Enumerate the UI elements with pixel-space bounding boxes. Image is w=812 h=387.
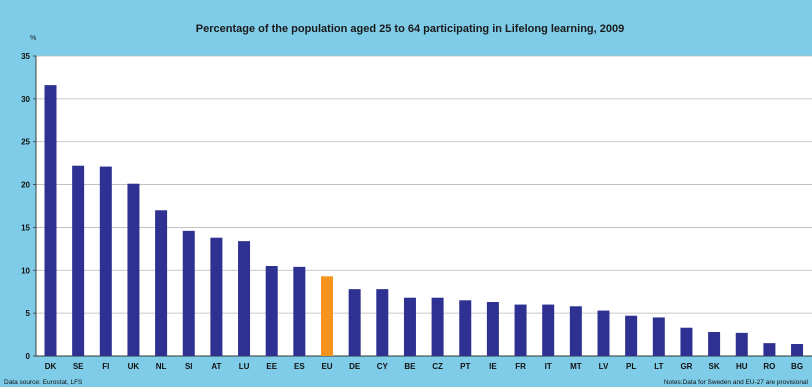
bar-at bbox=[210, 237, 223, 356]
bars bbox=[44, 85, 804, 356]
chart-title: Percentage of the population aged 25 to … bbox=[196, 23, 624, 35]
x-tick-label-ee: EE bbox=[266, 362, 277, 371]
x-tick-label-lt: LT bbox=[654, 362, 663, 371]
x-tick-label-lu: LU bbox=[239, 362, 250, 371]
x-tick-label-sk: SK bbox=[709, 362, 720, 371]
y-tick-label: 35 bbox=[21, 52, 30, 61]
x-tick-label-es: ES bbox=[294, 362, 305, 371]
bar-pl bbox=[625, 315, 638, 356]
x-tick-label-lv: LV bbox=[599, 362, 609, 371]
y-axis-unit-label: % bbox=[30, 35, 36, 42]
x-tick-label-it: IT bbox=[545, 362, 552, 371]
y-tick-label: 30 bbox=[21, 95, 30, 104]
x-tick-label-fr: FR bbox=[515, 362, 526, 371]
x-tick-label-bg: BG bbox=[791, 362, 803, 371]
x-tick-label-dk: DK bbox=[45, 362, 57, 371]
y-tick-label: 20 bbox=[21, 181, 30, 190]
x-tick-labels: DK SE FI UK NL SI AT LU EE ES EU DE CY BE CZ PT IE FR IT MT… bbox=[45, 362, 803, 371]
bar-ie bbox=[486, 302, 499, 356]
bar-highlight-eu bbox=[321, 276, 333, 356]
bar-uk bbox=[127, 183, 140, 356]
bar-cz bbox=[431, 297, 444, 356]
x-tick-label-gr: GR bbox=[680, 362, 692, 371]
y-tick-labels: 0 5 10 15 20 25 30 35 bbox=[21, 52, 30, 361]
x-tick-label-hu: HU bbox=[736, 362, 748, 371]
bar-pt bbox=[459, 300, 472, 356]
x-tick-label-be: BE bbox=[404, 362, 416, 371]
bar-mt bbox=[569, 306, 582, 356]
x-tick-label-at: AT bbox=[211, 362, 221, 371]
bar-ee bbox=[265, 266, 278, 356]
bar-gr bbox=[680, 327, 693, 356]
bar-it bbox=[542, 304, 555, 356]
bar-lt bbox=[652, 317, 665, 356]
y-tick-label: 15 bbox=[21, 223, 30, 232]
bar-nl bbox=[155, 210, 168, 356]
bar-lv bbox=[597, 310, 610, 356]
provisional-data-note: Notes:Data for Sweden and EU-27 are prov… bbox=[664, 379, 809, 386]
x-tick-label-pt: PT bbox=[460, 362, 470, 371]
bar-es bbox=[293, 266, 306, 356]
y-tick-label: 5 bbox=[26, 309, 31, 318]
y-tick-label: 25 bbox=[21, 138, 30, 147]
x-tick-label-nl: NL bbox=[156, 362, 167, 371]
bar-fi bbox=[99, 166, 112, 356]
plot-area bbox=[36, 56, 812, 356]
x-tick-label-pl: PL bbox=[626, 362, 636, 371]
x-tick-label-cy: CY bbox=[377, 362, 389, 371]
data-source-note: Data source: Eurostat, LFS bbox=[4, 379, 83, 386]
x-tick-label-ro: RO bbox=[763, 362, 775, 371]
x-tick-label-uk: UK bbox=[128, 362, 140, 371]
y-tick-label: 10 bbox=[21, 266, 30, 275]
bar-de bbox=[348, 289, 361, 356]
bar-be bbox=[403, 297, 416, 356]
x-tick-label-se: SE bbox=[73, 362, 84, 371]
x-tick-label-mt: MT bbox=[570, 362, 582, 371]
x-tick-label-fi: FI bbox=[102, 362, 109, 371]
bar-ro bbox=[763, 343, 776, 356]
x-tick-label-cz: CZ bbox=[432, 362, 443, 371]
x-tick-label-de: DE bbox=[349, 362, 361, 371]
x-tick-label-si: SI bbox=[185, 362, 193, 371]
bar-cy bbox=[376, 289, 389, 356]
y-tick-label: 0 bbox=[26, 352, 31, 361]
bar-se bbox=[72, 165, 85, 356]
x-tick-label-eu: EU bbox=[321, 362, 332, 371]
bar-lu bbox=[238, 241, 251, 356]
bar-fr bbox=[514, 304, 527, 356]
x-tick-label-ie: IE bbox=[489, 362, 497, 371]
bar-dk bbox=[44, 85, 57, 356]
bar-sk bbox=[708, 332, 721, 356]
bar-hu bbox=[735, 332, 748, 356]
bar-bg bbox=[791, 344, 804, 356]
bar-si bbox=[182, 230, 195, 356]
